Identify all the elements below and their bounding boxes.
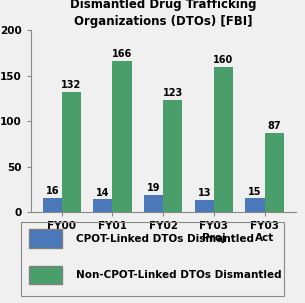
Text: 19: 19	[147, 183, 160, 193]
Bar	[264, 133, 284, 212]
Text: 15: 15	[248, 187, 262, 197]
Text: 160: 160	[214, 55, 234, 65]
Bar	[144, 195, 163, 212]
Text: 16: 16	[45, 186, 59, 196]
FancyBboxPatch shape	[29, 266, 62, 284]
Text: Non-CPOT-Linked DTOs Dismantled: Non-CPOT-Linked DTOs Dismantled	[76, 270, 281, 280]
Text: CPOT-Linked DTOs Dismantled: CPOT-Linked DTOs Dismantled	[76, 234, 254, 244]
Bar	[163, 100, 182, 212]
Text: 123: 123	[163, 88, 183, 98]
Bar	[214, 67, 233, 212]
Text: 13: 13	[197, 188, 211, 198]
Bar	[195, 200, 214, 212]
Text: 14: 14	[96, 188, 109, 198]
Bar	[113, 61, 132, 212]
Bar	[43, 198, 62, 212]
Text: 87: 87	[267, 121, 281, 131]
Text: 132: 132	[61, 80, 81, 90]
Bar	[62, 92, 81, 212]
Bar	[245, 198, 264, 212]
Title: Dismantled Drug Trafficking
Organizations (DTOs) [FBI]: Dismantled Drug Trafficking Organization…	[70, 0, 257, 28]
Text: 166: 166	[112, 49, 132, 59]
FancyBboxPatch shape	[29, 229, 62, 248]
Bar	[93, 199, 113, 212]
